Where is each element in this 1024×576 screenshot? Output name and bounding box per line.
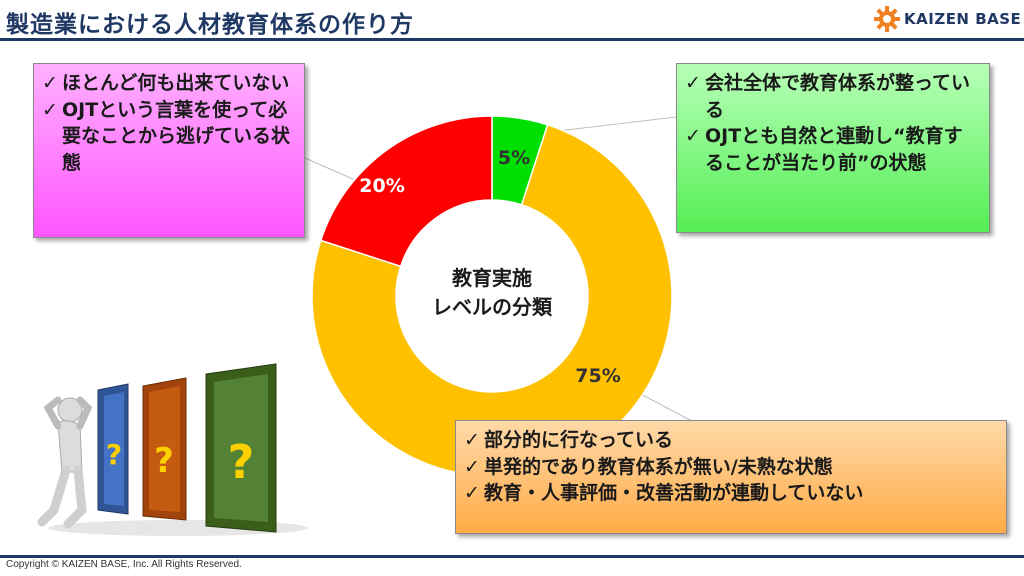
page-title: 製造業における人材教育体系の作り方: [6, 12, 414, 38]
checkmark-icon: ✓: [42, 72, 58, 94]
callout-orange-item-1: ✓ 部分的に行なっている: [464, 427, 998, 454]
door-question-mark: ?: [106, 438, 122, 471]
callout-orange: ✓ 部分的に行なっている ✓ 単発的であり教育体系が無い/未熟な状態 ✓ 教育・…: [455, 420, 1007, 534]
callout-text: ほとんど何も出来ていない: [62, 72, 290, 94]
callout-connector-1: [548, 116, 677, 133]
donut-hole: [396, 200, 588, 392]
checkmark-icon: ✓: [685, 125, 701, 148]
center-label-line-1: 教育実施: [452, 266, 532, 290]
footer-divider: [0, 555, 1024, 558]
door-question-mark: ?: [228, 435, 255, 489]
callout-green: ✓ 会社全体で教育体系が整っている ✓ OJTとも自然と連動し“教育することが当…: [676, 63, 990, 233]
confused-person-doors-illustration: ? ? ?: [37, 363, 308, 536]
callout-pink-item-2: ✓ OJTという言葉を使って必要なことから逃げている状態: [42, 97, 296, 177]
callout-text: 教育・人事評価・改善活動が連動していない: [484, 482, 864, 505]
door-orange: ?: [142, 377, 187, 521]
callout-green-item-2: ✓ OJTとも自然と連動し“教育することが当たり前”の状態: [685, 123, 981, 176]
logo-text: KAIZEN BASE: [904, 10, 1022, 28]
door-question-mark: ?: [154, 441, 174, 481]
person-figure: [37, 396, 93, 529]
callout-pink: ✓ ほとんど何も出来ていない ✓ OJTという言葉を使って必要なことから逃げてい…: [33, 63, 305, 238]
callout-text: 会社全体で教育体系が整っている: [705, 72, 971, 121]
gear-icon: [874, 6, 900, 32]
checkmark-icon: ✓: [464, 429, 480, 451]
slice-label-3: 20%: [359, 175, 404, 197]
callout-connector-2: [636, 391, 691, 421]
callout-pink-item-1: ✓ ほとんど何も出来ていない: [42, 70, 296, 97]
title-divider: [0, 38, 1024, 41]
footer-copyright: Copyright © KAIZEN BASE, Inc. All Rights…: [6, 559, 242, 570]
pie-slice-2: [311, 123, 673, 477]
checkmark-icon: ✓: [464, 482, 480, 505]
door-green: ?: [205, 363, 277, 533]
chart-center-label: 教育実施 レベルの分類: [417, 264, 567, 322]
callout-text: OJTという言葉を使って必要なことから逃げている状態: [62, 98, 291, 174]
checkmark-icon: ✓: [685, 72, 701, 94]
slice-label-1: 5%: [498, 147, 530, 169]
door-blue: ?: [97, 383, 129, 515]
checkmark-icon: ✓: [464, 455, 480, 478]
callout-text: 単発的であり教育体系が無い/未熟な状態: [484, 455, 833, 478]
callout-green-item-1: ✓ 会社全体で教育体系が整っている: [685, 70, 981, 123]
callout-text: 部分的に行なっている: [484, 429, 674, 451]
center-label-line-2: レベルの分類: [432, 295, 552, 319]
company-logo: KAIZEN BASE: [874, 5, 1021, 33]
checkmark-icon: ✓: [42, 98, 58, 121]
callout-orange-item-2: ✓ 単発的であり教育体系が無い/未熟な状態: [464, 454, 998, 481]
callout-text: OJTとも自然と連動し“教育することが当たり前”の状態: [705, 125, 963, 174]
slice-label-2: 75%: [575, 365, 620, 387]
callout-orange-item-3: ✓ 教育・人事評価・改善活動が連動していない: [464, 480, 998, 507]
callout-connector-3: [304, 157, 356, 181]
